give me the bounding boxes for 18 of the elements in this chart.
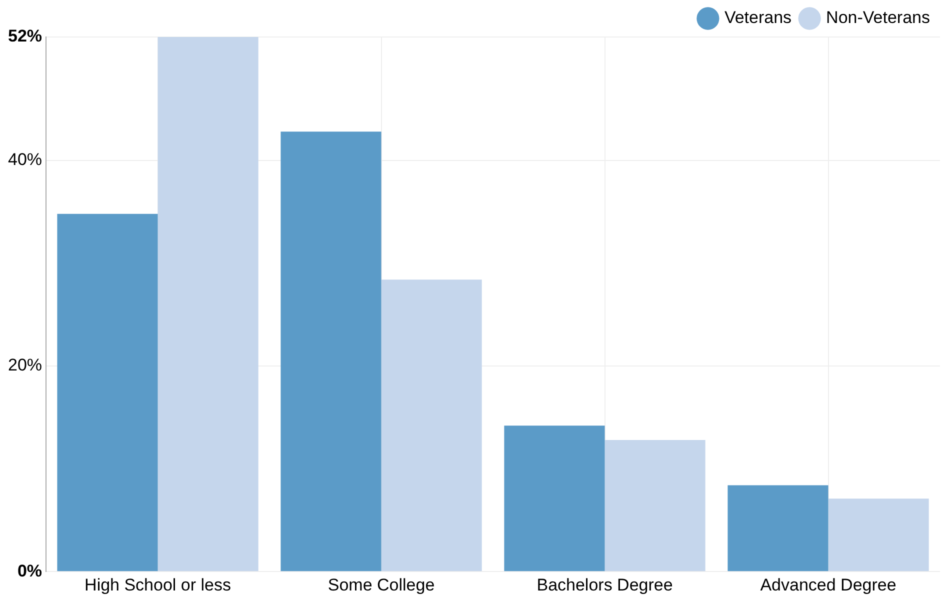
bar bbox=[504, 426, 605, 572]
bar bbox=[381, 280, 482, 572]
y-tick-label: 0% bbox=[17, 561, 42, 580]
x-tick-label: Advanced Degree bbox=[760, 575, 896, 594]
x-tick-label: High School or less bbox=[84, 575, 232, 594]
y-tick-label: 52% bbox=[8, 26, 42, 46]
legend-label: Veterans bbox=[724, 8, 792, 28]
bar bbox=[828, 498, 929, 572]
bar bbox=[57, 214, 158, 572]
bar bbox=[728, 485, 828, 572]
x-tick-label: Bachelors Degree bbox=[536, 575, 673, 594]
y-tick-label: 20% bbox=[8, 356, 42, 375]
bar bbox=[280, 132, 382, 572]
legend-label: Non-Veterans bbox=[826, 8, 930, 28]
y-tick-label: 40% bbox=[8, 150, 42, 170]
bar bbox=[158, 37, 258, 572]
bar bbox=[604, 440, 706, 572]
x-tick-label: Some College bbox=[328, 575, 435, 594]
